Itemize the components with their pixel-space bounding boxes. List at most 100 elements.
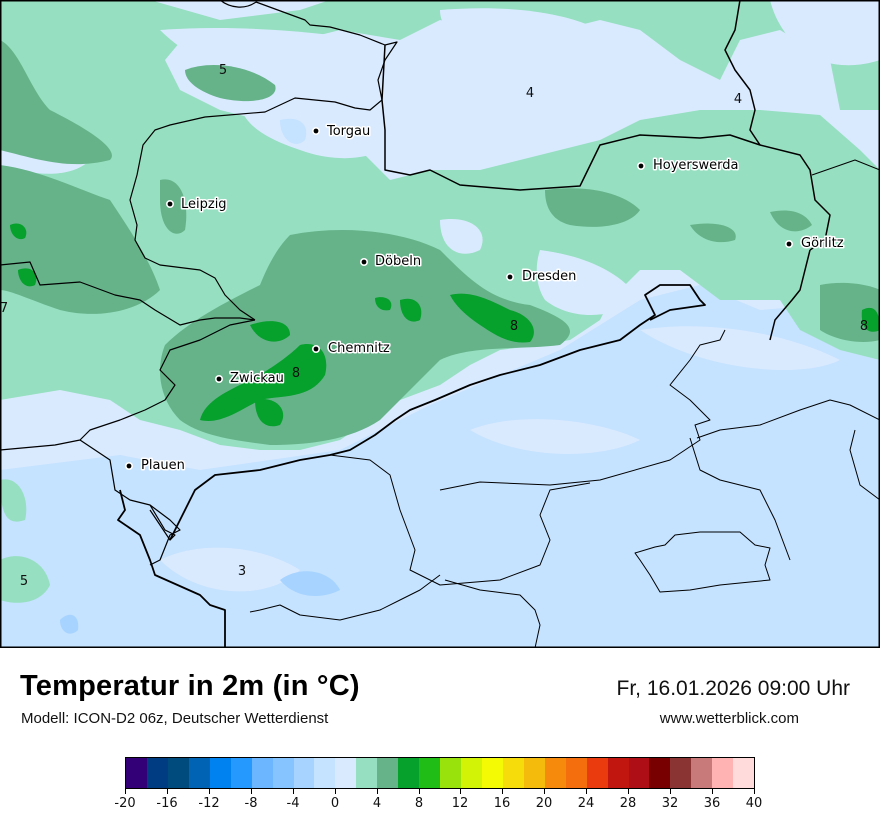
colorbar-tick-label: 24 [577, 796, 595, 811]
colorbar-segment [251, 758, 273, 788]
city-hoyerswerda[interactable]: Hoyerswerda [637, 157, 740, 175]
colorbar-tick-label: 28 [619, 796, 637, 811]
colorbar-tick-label: 8 [414, 796, 424, 811]
model-source: Modell: ICON-D2 06z, Deutscher Wetterdie… [21, 710, 329, 727]
state-border [219, 0, 257, 8]
city-leipzig[interactable]: Leipzig [166, 196, 228, 214]
region-patch [240, 98, 400, 159]
region-patch [640, 326, 840, 370]
colorbar-segment [398, 758, 420, 788]
region-hot [255, 399, 284, 427]
country-border [79, 439, 176, 541]
isoline-label: 3 [238, 564, 246, 579]
city-zwickau[interactable]: Zwickau [215, 370, 285, 388]
colorbar-tick [670, 789, 671, 794]
colorbar-segment [314, 758, 336, 788]
region-patch [160, 28, 372, 90]
colorbar-tick-label: 36 [703, 796, 721, 811]
city-label: Döbeln [375, 254, 421, 269]
colorbar-segment [335, 758, 357, 788]
colorbar-tick-label: 16 [493, 796, 511, 811]
city-label: Hoyerswerda [653, 158, 739, 173]
isoline-label: 8 [510, 319, 518, 334]
city-dot-icon [786, 241, 792, 247]
city-label: Plauen [141, 458, 185, 473]
city-plauen[interactable]: Plauen [125, 457, 186, 475]
valid-datetime: Fr, 16.01.2026 09:00 Uhr [616, 677, 851, 700]
city-dot-icon [507, 274, 513, 280]
colorbar-segment [586, 758, 608, 788]
region-patch [536, 250, 640, 315]
colorbar-tick [754, 789, 755, 794]
city-dot-icon [361, 259, 367, 265]
region-patch [440, 8, 600, 50]
colorbar-segment [544, 758, 566, 788]
city-markers: Torgau Leipzig Döbeln Hoyerswerda Görlit [125, 123, 845, 475]
isoline-label: 4 [734, 92, 742, 107]
city-dot-icon [167, 201, 173, 207]
colorbar-ticks: -20 -16 -12 -8 -4 0 4 8 12 16 20 24 28 32 36 40 [114, 789, 762, 819]
country-border [724, 0, 880, 146]
colorbar-tick [460, 789, 461, 794]
colorbar-tick-label: 4 [372, 796, 382, 811]
colorbar-segment [733, 758, 755, 788]
region-warm [545, 188, 640, 227]
city-dot-icon [216, 376, 222, 382]
colorbar-tick [712, 789, 713, 794]
region-border [249, 574, 441, 621]
colorbar-tick-label: 0 [330, 796, 340, 811]
colorbar-tick [377, 789, 378, 794]
colorbar-tick [628, 789, 629, 794]
colorbar-tick [293, 789, 294, 794]
city-doebeln[interactable]: Döbeln [360, 253, 423, 271]
region-hot [450, 293, 534, 343]
temperature-colorbar [125, 757, 755, 789]
region-border [689, 437, 791, 561]
region-hot [18, 268, 37, 287]
city-dresden[interactable]: Dresden [506, 268, 578, 286]
colorbar-segment [670, 758, 692, 788]
city-chemnitz[interactable]: Chemnitz [312, 340, 391, 358]
region-patch [280, 571, 340, 596]
colorbar-tick-label: -16 [156, 796, 178, 811]
state-border [381, 44, 831, 251]
colorbar-segment [419, 758, 441, 788]
map-title: Temperatur in 2m (in °C) [20, 670, 360, 702]
region-hot [200, 344, 327, 421]
website-link[interactable]: www.wetterblick.com [659, 710, 799, 727]
colorbar-segment [377, 758, 399, 788]
region-border [444, 579, 541, 648]
colorbar-segment [461, 758, 482, 788]
colorbar-tick-label: 32 [661, 796, 679, 811]
region-patch [770, 0, 880, 66]
region-border [696, 399, 880, 439]
city-label: Leipzig [181, 197, 227, 212]
region-patch [470, 419, 640, 454]
colorbar-segment [209, 758, 231, 788]
colorbar-segment [628, 758, 650, 788]
city-dot-icon [126, 463, 132, 469]
region-mild [0, 556, 50, 603]
city-goerlitz[interactable]: Görlitz [785, 235, 845, 253]
colorbar-tick [125, 789, 126, 794]
isoline-labels: 5 4 4 7 8 8 8 3 5 [0, 63, 868, 589]
isoline-label: 5 [219, 63, 227, 78]
region-hot [250, 321, 290, 342]
region-warm [0, 165, 160, 314]
city-label: Torgau [326, 124, 370, 139]
temperature-map: 5 4 4 7 8 8 8 3 5 Torgau Leipzig [0, 0, 880, 648]
colorbar-segment [188, 758, 210, 788]
borders [0, 0, 880, 648]
region-patch [160, 547, 300, 592]
colorbar-tick [544, 789, 545, 794]
colorbar-tick-label: -4 [286, 796, 300, 811]
colorbar-segment [712, 758, 734, 788]
region-hot [861, 307, 880, 332]
country-border [169, 284, 706, 541]
region-warm [0, 40, 112, 165]
city-torgau[interactable]: Torgau [312, 123, 372, 141]
isoline-label: 7 [0, 301, 8, 316]
colorbar-tick-label: -8 [244, 796, 258, 811]
colorbar-segment [481, 758, 503, 788]
colorbar-segment [146, 758, 168, 788]
